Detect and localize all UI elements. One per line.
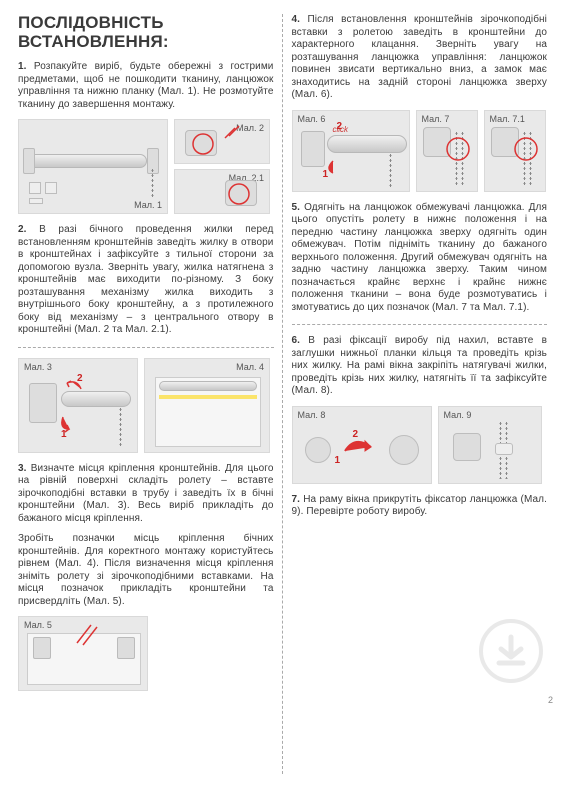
figure-3-num1: 1 <box>61 429 67 440</box>
figure-7-1: Мал. 7.1 <box>484 110 546 192</box>
step-7-text: 7. На раму вікна прикрутіть фіксатор лан… <box>292 494 548 519</box>
figure-9: Мал. 9 <box>438 406 542 484</box>
fig-row-1: Мал. 1 Мал. 2 <box>18 119 274 214</box>
step-3-body-b: Зробіть позначки місць кріплення бічних … <box>18 533 274 607</box>
fig-row-5: Мал. 8 1 2 Мал. 9 <box>292 406 548 484</box>
divider-h-right <box>292 324 548 325</box>
figure-6: Мал. 6 click 1 2 <box>292 110 410 192</box>
step-3-body-a: Визначте місця кріплення кронштейнів. Дл… <box>18 463 274 524</box>
step-7-body: На раму вікна прикрутіть фіксатор ланцюж… <box>292 494 548 518</box>
step-3-text-b: Зробіть позначки місць кріплення бічних … <box>18 533 274 608</box>
step-1-body: Розпакуйте виріб, будьте обережні з гост… <box>18 61 274 110</box>
step-4-body: Після встановлення кронштейнів зірочкопо… <box>292 14 548 100</box>
figure-1-label: Мал. 1 <box>134 200 162 210</box>
figure-5: Мал. 5 <box>18 616 148 691</box>
step-1-text: 1. Розпакуйте виріб, будьте обережні з г… <box>18 61 274 111</box>
figure-3: Мал. 3 1 2 <box>18 358 138 453</box>
figure-4-label: Мал. 4 <box>236 362 264 372</box>
right-column: 4. Після встановлення кронштейнів зірочк… <box>292 14 548 701</box>
step-6-body: В разі фіксації виробу під нахил, вставт… <box>292 335 548 396</box>
figure-2-1: Мал. 2.1 <box>174 169 270 214</box>
step-2-num: 2. <box>18 224 27 235</box>
figure-8: Мал. 8 1 2 <box>292 406 432 484</box>
fig-row-4: Мал. 6 click 1 2 Мал. 7 <box>292 110 548 192</box>
watermark-icon <box>479 619 543 683</box>
step-6-text: 6. В разі фіксації виробу під нахил, вст… <box>292 335 548 398</box>
step-2-text: 2. В разі бічного проведення жилки перед… <box>18 224 274 337</box>
figure-6-num1: 1 <box>323 169 329 180</box>
left-column: ПОСЛІДОВНІСТЬ ВСТАНОВЛЕННЯ: 1. Розпакуйт… <box>18 14 274 701</box>
step-5-num: 5. <box>292 202 301 213</box>
figure-7: Мал. 7 <box>416 110 478 192</box>
fig-row-3: Мал. 5 <box>18 616 274 691</box>
step-1-num: 1. <box>18 61 27 72</box>
figure-8-num1: 1 <box>335 455 341 466</box>
figure-9-label: Мал. 9 <box>444 410 472 420</box>
step-7-num: 7. <box>292 494 301 505</box>
step-4-num: 4. <box>292 14 301 25</box>
step-4-text: 4. Після встановлення кронштейнів зірочк… <box>292 14 548 102</box>
fig-row-2: Мал. 3 1 2 Мал. 4 <box>18 358 274 453</box>
figure-3-num2: 2 <box>77 373 83 384</box>
figure-6-num2: 2 <box>337 121 343 132</box>
figure-2: Мал. 2 <box>174 119 270 164</box>
divider-v <box>282 14 283 774</box>
figure-8-num2: 2 <box>353 429 359 440</box>
figure-4: Мал. 4 <box>144 358 270 453</box>
page-title: ПОСЛІДОВНІСТЬ ВСТАНОВЛЕННЯ: <box>18 14 274 51</box>
step-5-body: Одягніть на ланцюжок обмежувачі ланцюжка… <box>292 202 548 313</box>
step-3-text-a: 3. Визначте місця кріплення кронштейнів.… <box>18 463 274 526</box>
figure-1: Мал. 1 <box>18 119 168 214</box>
page-number: 2 <box>548 695 553 705</box>
step-2-body: В разі бічного проведення жилки перед вс… <box>18 224 274 335</box>
instruction-page: ПОСЛІДОВНІСТЬ ВСТАНОВЛЕННЯ: 1. Розпакуйт… <box>0 0 565 711</box>
step-6-num: 6. <box>292 335 301 346</box>
step-5-text: 5. Одягніть на ланцюжок обмежувачі ланцю… <box>292 202 548 315</box>
divider-h-left <box>18 347 274 348</box>
step-3-num: 3. <box>18 463 27 474</box>
